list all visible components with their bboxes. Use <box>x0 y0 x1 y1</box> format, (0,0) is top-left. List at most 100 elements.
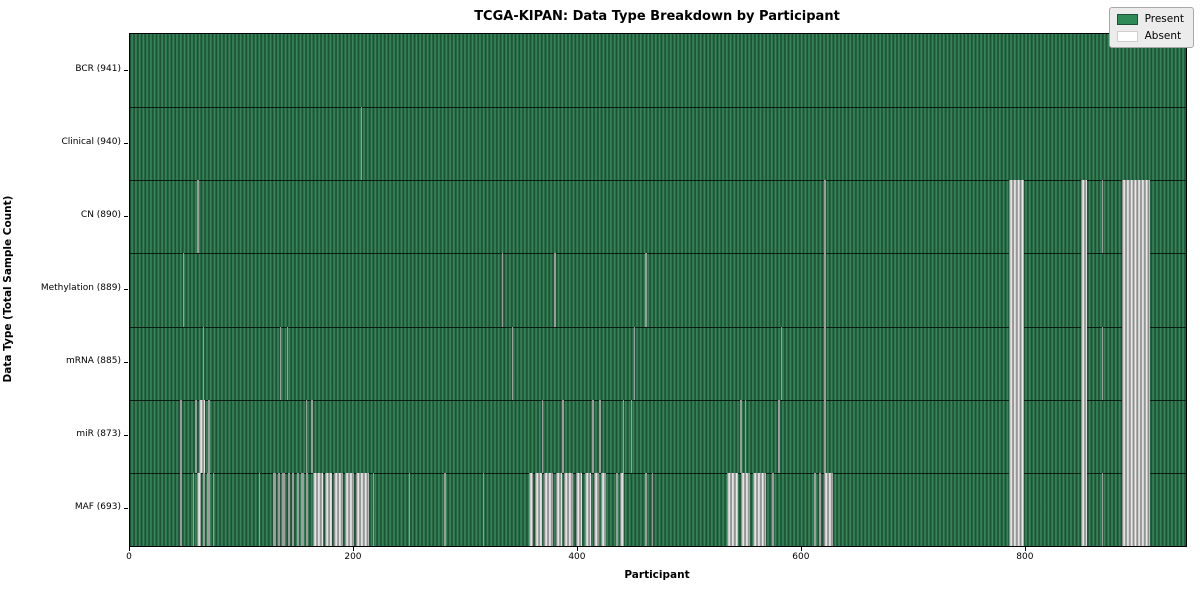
absent-segment <box>482 472 485 546</box>
absent-segment <box>528 472 534 546</box>
absent-segment <box>360 107 363 181</box>
absent-segment <box>554 253 556 327</box>
absent-segment <box>1080 399 1088 473</box>
absent-segment <box>814 472 817 546</box>
row-separator <box>130 326 1186 328</box>
y-tick-label-Methylation: Methylation (889) <box>40 283 121 293</box>
absent-segment <box>282 472 285 546</box>
absent-segment <box>202 472 206 546</box>
absent-segment <box>542 399 544 473</box>
row-separator <box>130 399 1186 401</box>
absent-segment <box>740 399 742 473</box>
legend-label: Absent <box>1144 30 1182 42</box>
absent-segment <box>501 253 504 327</box>
absent-segment <box>726 472 739 546</box>
absent-segment <box>824 180 826 254</box>
absent-segment <box>599 399 601 473</box>
y-tick-label-miR: miR (873) <box>76 429 121 440</box>
absent-segment <box>207 472 210 546</box>
absent-segment <box>333 472 343 546</box>
absent-segment <box>305 399 308 473</box>
absent-segment <box>564 472 574 546</box>
row-separator <box>130 180 1186 182</box>
absent-segment <box>296 472 300 546</box>
absent-segment <box>778 399 780 473</box>
absent-segment <box>1102 472 1104 546</box>
absent-segment <box>601 472 606 546</box>
x-axis-label: Participant <box>624 569 690 581</box>
legend-label: Present <box>1144 13 1184 25</box>
x-tick-mark <box>576 546 578 551</box>
absent-segment <box>1102 326 1104 400</box>
plot-area <box>129 33 1187 547</box>
heatmap-row-CN <box>130 180 1186 254</box>
absent-segment <box>180 399 182 473</box>
legend-swatch-icon <box>1116 13 1138 25</box>
absent-segment <box>324 472 332 546</box>
absent-segment <box>286 326 289 400</box>
legend-entry-absent: Absent <box>1116 30 1184 42</box>
absent-segment <box>1122 180 1151 254</box>
absent-segment <box>535 472 543 546</box>
absent-segment <box>1102 180 1104 254</box>
x-tick-mark <box>1024 546 1026 551</box>
row-separator <box>130 107 1186 109</box>
absent-segment <box>511 326 514 400</box>
y-tick-mark <box>124 215 128 217</box>
absent-segment <box>630 399 632 473</box>
absent-segment <box>593 472 600 546</box>
y-tick-mark <box>124 142 128 144</box>
absent-segment <box>575 472 583 546</box>
y-tick-label-Clinical: Clinical (940) <box>61 136 121 147</box>
absent-segment <box>287 472 291 546</box>
absent-segment <box>771 472 774 546</box>
absent-segment <box>301 472 304 546</box>
absent-segment <box>752 472 767 546</box>
absent-segment <box>1009 180 1024 254</box>
absent-segment <box>305 472 309 546</box>
absent-segment <box>1009 399 1024 473</box>
y-tick-mark <box>124 289 128 290</box>
absent-segment <box>273 472 276 546</box>
absent-segment <box>824 472 834 546</box>
legend: Present Absent <box>1108 7 1194 48</box>
legend-entry-present: Present <box>1116 13 1184 25</box>
absent-segment <box>212 472 215 546</box>
absent-segment <box>651 472 654 546</box>
absent-segment <box>292 472 294 546</box>
absent-segment <box>373 472 375 546</box>
absent-segment <box>1009 326 1024 400</box>
heatmap-row-mRNA <box>130 326 1186 400</box>
absent-segment <box>199 399 206 473</box>
absent-segment <box>645 253 647 327</box>
x-tick-mark <box>352 546 354 551</box>
x-tick-label-600: 600 <box>792 552 810 562</box>
absent-segment <box>208 399 210 473</box>
absent-segment <box>824 326 826 400</box>
absent-segment <box>633 326 636 400</box>
absent-segment <box>616 472 619 546</box>
absent-segment <box>592 399 594 473</box>
x-tick-label-400: 400 <box>568 552 586 562</box>
heatmap-row-Methylation <box>130 253 1186 327</box>
y-tick-label-mRNA: mRNA (885) <box>66 356 121 367</box>
x-tick-label-0: 0 <box>126 552 132 562</box>
heatmap-row-MAF <box>130 472 1186 546</box>
absent-segment <box>182 253 185 327</box>
absent-segment <box>741 472 751 546</box>
absent-segment <box>744 399 747 473</box>
absent-segment <box>277 472 281 546</box>
absent-segment <box>258 472 261 546</box>
absent-segment <box>1122 326 1151 400</box>
y-tick-mark <box>124 362 128 364</box>
absent-segment <box>824 399 826 473</box>
absent-segment <box>1122 399 1151 473</box>
absent-segment <box>194 399 198 473</box>
absent-segment <box>562 399 564 473</box>
absent-segment <box>180 472 182 546</box>
absent-segment <box>1009 253 1024 327</box>
absent-segment <box>197 180 199 254</box>
y-tick-mark <box>124 69 128 71</box>
absent-segment <box>544 472 554 546</box>
